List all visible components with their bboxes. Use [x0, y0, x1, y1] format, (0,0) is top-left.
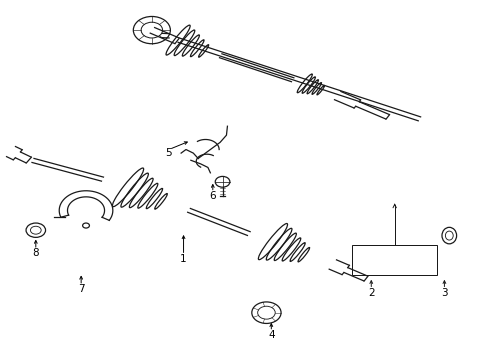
Text: 8: 8 [32, 248, 39, 258]
Text: 4: 4 [267, 330, 274, 340]
Text: 7: 7 [78, 284, 84, 294]
Text: 3: 3 [440, 288, 447, 298]
Text: 6: 6 [209, 191, 216, 201]
Text: 5: 5 [165, 148, 172, 158]
Text: 1: 1 [180, 253, 186, 264]
Bar [351, 244, 436, 275]
Text: 2: 2 [367, 288, 374, 298]
